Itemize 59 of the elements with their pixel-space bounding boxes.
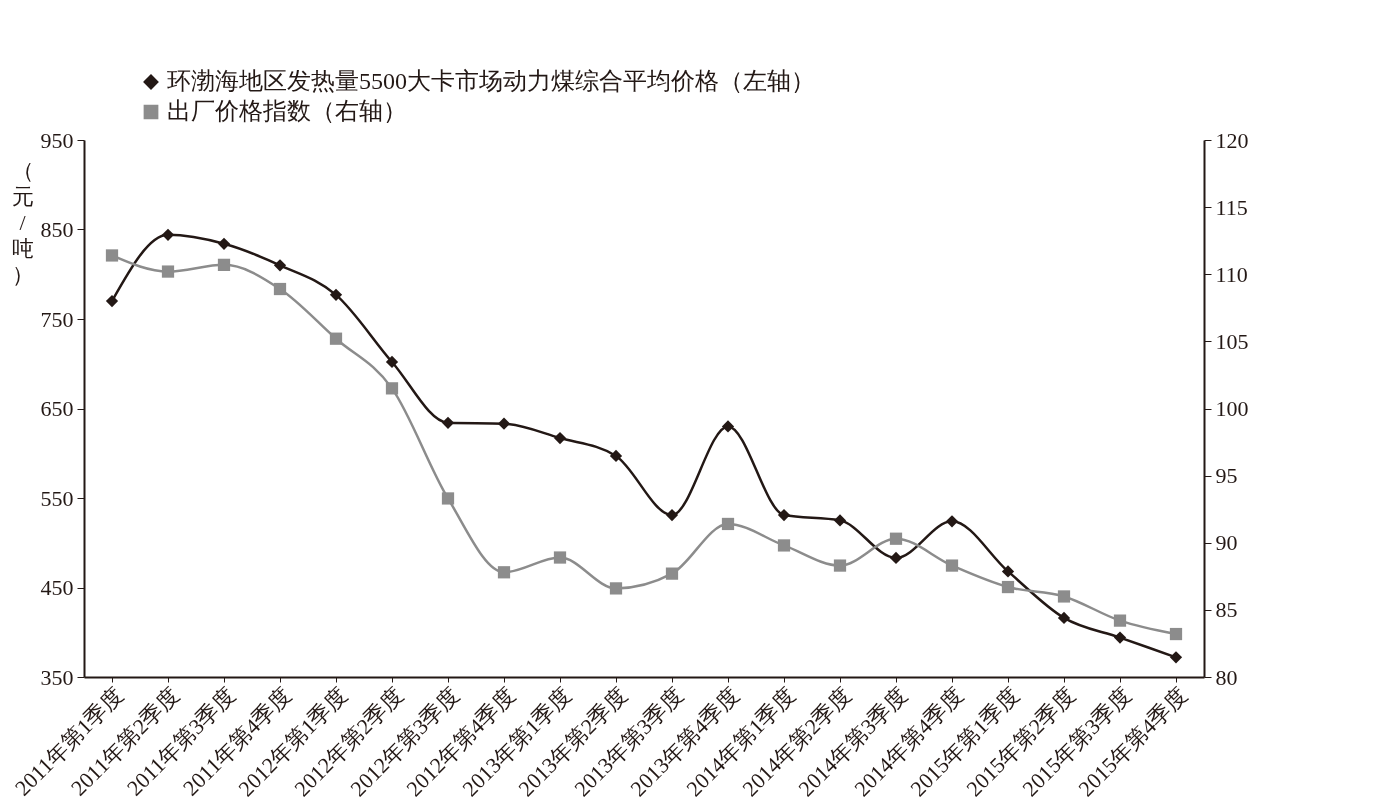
point <box>1001 580 1015 594</box>
point <box>609 449 623 463</box>
point <box>105 249 119 262</box>
point <box>1169 651 1183 664</box>
point <box>777 539 791 552</box>
point <box>385 382 399 395</box>
point <box>1169 627 1183 641</box>
point <box>833 514 847 527</box>
y2-tick-label: 120 <box>1215 127 1249 153</box>
point <box>609 582 623 595</box>
point <box>273 282 287 296</box>
point <box>161 265 175 278</box>
point <box>441 492 455 505</box>
y2-tick-label: 90 <box>1215 530 1238 556</box>
y2-tick-label: 105 <box>1215 328 1249 354</box>
point <box>217 258 231 271</box>
y2-tick-label: 115 <box>1215 194 1248 220</box>
point <box>105 294 119 308</box>
point <box>1113 614 1127 627</box>
y-tick-label: 650 <box>40 396 74 421</box>
y-tick-label: 550 <box>40 485 74 511</box>
point <box>385 355 399 369</box>
point <box>553 431 567 445</box>
point <box>1113 631 1127 644</box>
y2-tick-label: 110 <box>1215 261 1248 287</box>
point <box>329 332 343 345</box>
point <box>497 417 511 430</box>
point <box>833 559 847 572</box>
point <box>665 567 679 580</box>
legend-label: 出厂价格指数（右轴） <box>167 98 407 124</box>
y2-tick-label: 95 <box>1215 463 1238 489</box>
y-tick-label: 850 <box>40 217 74 242</box>
point <box>553 551 567 564</box>
y-axis-title: （元/吨） <box>11 157 34 287</box>
point <box>665 508 679 522</box>
point <box>945 559 959 572</box>
point <box>945 515 959 528</box>
point <box>889 532 903 545</box>
point <box>497 566 511 579</box>
point <box>777 508 791 522</box>
y-tick-label: 950 <box>40 127 74 153</box>
point <box>1001 565 1015 578</box>
y2-tick-label: 85 <box>1215 597 1238 623</box>
y-tick-label: 450 <box>40 575 74 600</box>
y2-tick-label: 80 <box>1215 664 1238 690</box>
y-tick-label: 750 <box>40 306 74 332</box>
point <box>721 517 735 531</box>
point <box>721 420 735 433</box>
point <box>273 259 287 272</box>
y2-tick-label: 100 <box>1215 396 1249 421</box>
point <box>329 288 343 301</box>
legend-label: 环渤海地区发热量5500大卡市场动力煤综合平均价格（左轴） <box>167 68 815 94</box>
point <box>217 237 231 250</box>
point <box>1057 590 1071 603</box>
point <box>161 228 175 241</box>
y-tick-label: 350 <box>40 664 74 690</box>
point <box>889 551 903 565</box>
point <box>441 416 455 429</box>
point <box>1057 611 1071 625</box>
